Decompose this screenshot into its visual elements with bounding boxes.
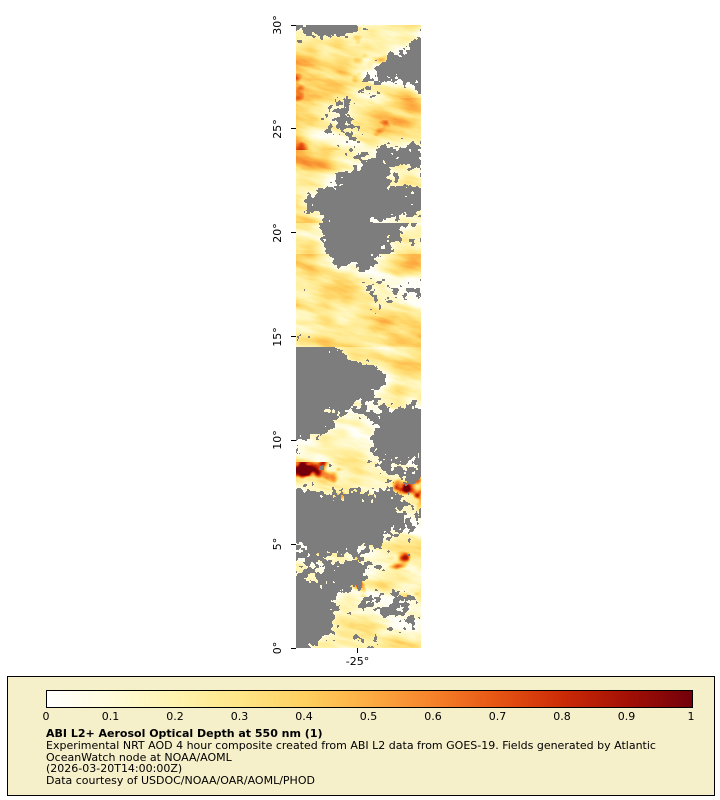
longitude-axis: -25° — [296, 648, 421, 678]
colorbar-tick-label: 0.7 — [488, 710, 507, 723]
legend-text-line: OceanWatch node at NOAA/AOML — [46, 750, 232, 764]
y-tick-mark — [291, 543, 296, 545]
colorbar-tick-label: 0.3 — [230, 710, 249, 723]
colorbar-tick-label: 0.4 — [295, 710, 313, 723]
colorbar-tick-label: 0.2 — [166, 710, 184, 723]
y-tick-label: 5° — [271, 537, 284, 551]
latitude-axis: 30° 25° 20° 15° 10° 5° 0° — [256, 15, 296, 654]
legend-text-line: Experimental NRT AOD 4 hour composite cr… — [46, 739, 656, 752]
colorbar-tick-label: 1 — [687, 710, 695, 723]
y-tick-mark — [291, 232, 296, 234]
x-tick-mark — [357, 648, 358, 653]
legend-text-line: (2026-03-20T14:00:00Z) — [46, 762, 183, 775]
colorbar-tick-label: 0.8 — [553, 710, 571, 723]
y-tick-label: 15° — [271, 326, 284, 347]
x-tick-label: -25° — [345, 655, 370, 668]
legend-panel: 0 0.1 0.2 0.3 0.4 0.5 0.6 0.7 0.8 0.9 1 ABI L2+ Ae… — [7, 676, 715, 796]
y-tick-label: 10° — [271, 430, 284, 451]
colorbar-tick-row: 0 0.1 0.2 0.3 0.4 0.5 0.6 0.7 0.8 0.9 1 — [43, 710, 695, 723]
y-tick-label: 30° — [271, 15, 284, 35]
y-tick-label: 20° — [271, 222, 284, 243]
colorbar-tick-label: 0.6 — [424, 710, 442, 723]
colorbar-tick-label: 0.5 — [359, 710, 378, 723]
legend-description: Experimental NRT AOD 4 hour composite cr… — [46, 740, 656, 786]
y-tick-mark — [291, 336, 296, 337]
y-tick-label: 25° — [271, 119, 284, 139]
y-tick-label: 0° — [271, 641, 284, 655]
colorbar-gradient — [46, 690, 693, 708]
colorbar-tick-label: 0 — [42, 710, 50, 723]
aod-map-raster — [296, 25, 421, 648]
y-tick-mark — [291, 128, 296, 130]
colorbar-tick-label: 0.1 — [101, 710, 120, 723]
y-tick-mark — [291, 647, 296, 649]
y-tick-mark — [291, 439, 296, 441]
legend-text-line: Data courtesy of USDOC/NOAA/OAR/AOML/PHO… — [46, 773, 315, 787]
legend-title: ABI L2+ Aerosol Optical Depth at 550 nm … — [46, 727, 323, 740]
y-tick-mark — [291, 24, 296, 26]
colorbar-tick-label: 0.9 — [617, 710, 636, 723]
